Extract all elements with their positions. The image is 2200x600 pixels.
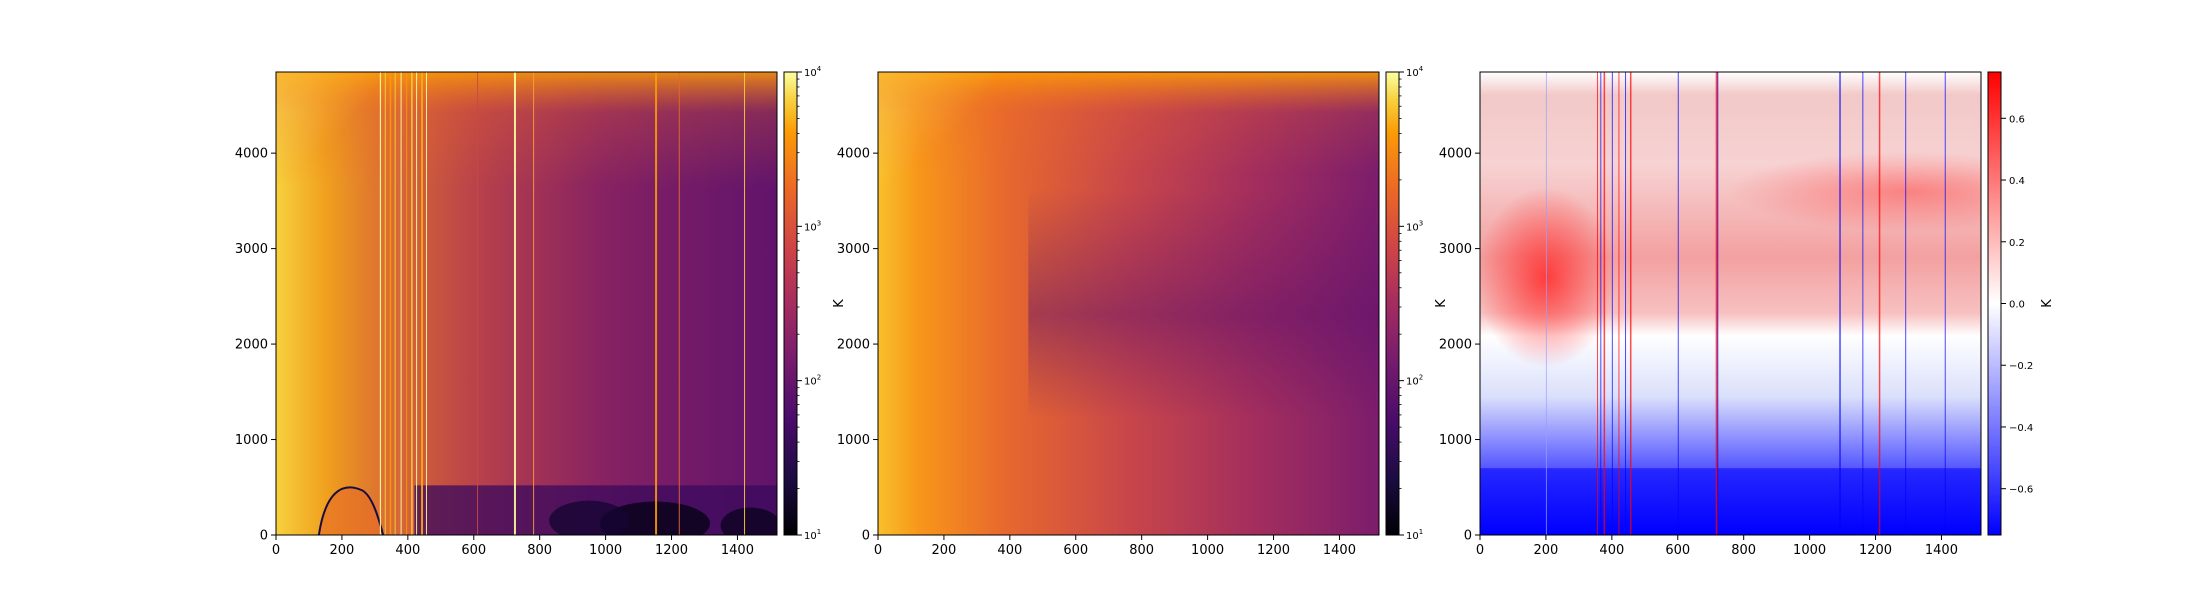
x-tick-label: 1400: [721, 543, 754, 558]
x-tick-label: 0: [272, 543, 280, 558]
heatmap-image-2: [878, 72, 1379, 535]
y-tick-label: 1000: [1439, 433, 1472, 448]
colorbar-tick-label: −0.6: [2009, 485, 2033, 496]
y-tick-label: 2000: [1439, 338, 1472, 353]
heatmap-panel-1: 0 200 400 600 800 1000 1200 1400 0 1000 2000 3000 40…: [235, 65, 847, 558]
x-tick-label: 1400: [1323, 543, 1356, 558]
colorbar-1: 101 102 103 104 K: [783, 65, 847, 542]
colorbar-tick-label: 104: [804, 65, 822, 79]
x-tick-label: 200: [1534, 543, 1559, 558]
y-tick-label: 0: [260, 529, 268, 544]
colorbar-tick-label: 102: [804, 374, 821, 388]
plot-frame-3: [1479, 71, 1982, 536]
y-tick-label: 0: [1464, 529, 1472, 544]
x-tick-label: 600: [1063, 543, 1088, 558]
colorbar-tick-label: 101: [804, 528, 821, 542]
y-tick-label: 4000: [235, 147, 268, 162]
x-tick-label: 600: [1665, 543, 1690, 558]
x-tick-label: 1000: [1191, 543, 1224, 558]
x-tick-label: 0: [1476, 543, 1484, 558]
colorbar-gradient: [783, 71, 798, 536]
x-tick-label: 400: [395, 543, 420, 558]
colorbar-tick-label: 0.4: [2009, 176, 2025, 187]
colorbar-gradient: [1987, 71, 2002, 536]
x-tick-label: 200: [330, 543, 355, 558]
colorbar-label: K: [2040, 299, 2055, 308]
x-tick-label: 1000: [1793, 543, 1826, 558]
heatmap-panel-3: 0 200 400 600 800 1000 1200 1400 0 1000 2000 3000 40…: [1439, 71, 2055, 558]
x-tick-label: 1400: [1925, 543, 1958, 558]
y-tick-label: 1000: [837, 433, 870, 448]
x-tick-label: 1200: [1859, 543, 1892, 558]
colorbar-tick-label: 0.0: [2009, 300, 2025, 311]
y-tick-label: 3000: [837, 242, 870, 257]
colorbar-tick-label: 0.6: [2009, 114, 2025, 125]
x-tick-label: 800: [1129, 543, 1154, 558]
heatmap-image-1: [276, 72, 777, 535]
colorbar-tick-label: 101: [1406, 528, 1423, 542]
y-tick-label: 3000: [1439, 242, 1472, 257]
x-tick-label: 1200: [1257, 543, 1290, 558]
colorbar-tick-label: 103: [1406, 219, 1423, 233]
colorbar-2: 101 102 103 104 K: [1385, 65, 1449, 542]
x-tick-label: 0: [874, 543, 882, 558]
y-tick-label: 2000: [235, 338, 268, 353]
colorbar-tick-label: −0.2: [2009, 361, 2033, 372]
x-tick-label: 600: [461, 543, 486, 558]
x-tick-label: 1000: [589, 543, 622, 558]
y-tick-label: 4000: [1439, 147, 1472, 162]
y-tick-label: 0: [862, 529, 870, 544]
x-tick-label: 800: [1731, 543, 1756, 558]
y-tick-label: 2000: [837, 338, 870, 353]
colorbar-label: K: [832, 299, 847, 308]
colorbar-gradient: [1385, 71, 1400, 536]
plot-frame-1: [275, 71, 778, 536]
colorbar-label: K: [1434, 299, 1449, 308]
heatmap-panel-2: 0 200 400 600 800 1000 1200 1400 0 1000 2000 3000 40…: [837, 65, 1449, 558]
colorbar-tick-label: 104: [1406, 65, 1424, 79]
heatmap-image-3: [1480, 72, 1981, 535]
colorbar-tick-label: −0.4: [2009, 423, 2033, 434]
x-tick-label: 400: [1599, 543, 1624, 558]
colorbar-tick-label: 103: [804, 219, 821, 233]
y-tick-label: 1000: [235, 433, 268, 448]
colorbar-3: −0.6 −0.4 −0.2 0.0 0.2 0.4 0.6 K: [1987, 71, 2055, 536]
plot-frame-2: [877, 71, 1380, 536]
colorbar-tick-label: 102: [1406, 374, 1423, 388]
x-tick-label: 1200: [655, 543, 688, 558]
x-tick-label: 200: [932, 543, 957, 558]
y-tick-label: 3000: [235, 242, 268, 257]
x-tick-label: 800: [527, 543, 552, 558]
y-tick-label: 4000: [837, 147, 870, 162]
x-tick-label: 400: [997, 543, 1022, 558]
colorbar-tick-label: 0.2: [2009, 238, 2025, 249]
